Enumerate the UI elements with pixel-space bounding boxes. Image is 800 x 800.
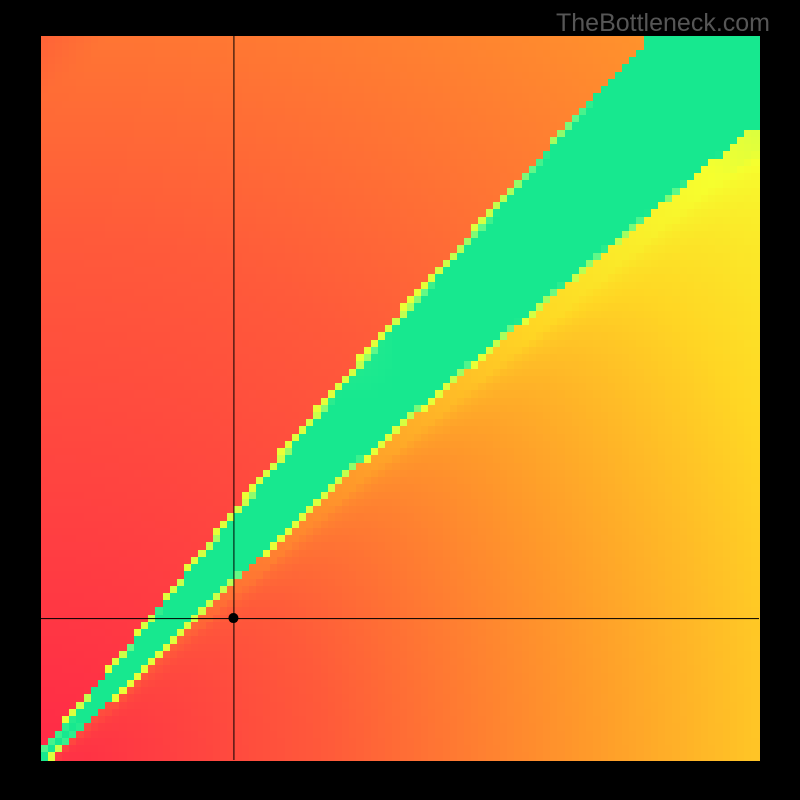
bottleneck-heatmap — [0, 0, 800, 800]
chart-container: TheBottleneck.com — [0, 0, 800, 800]
watermark-text: TheBottleneck.com — [556, 9, 770, 38]
